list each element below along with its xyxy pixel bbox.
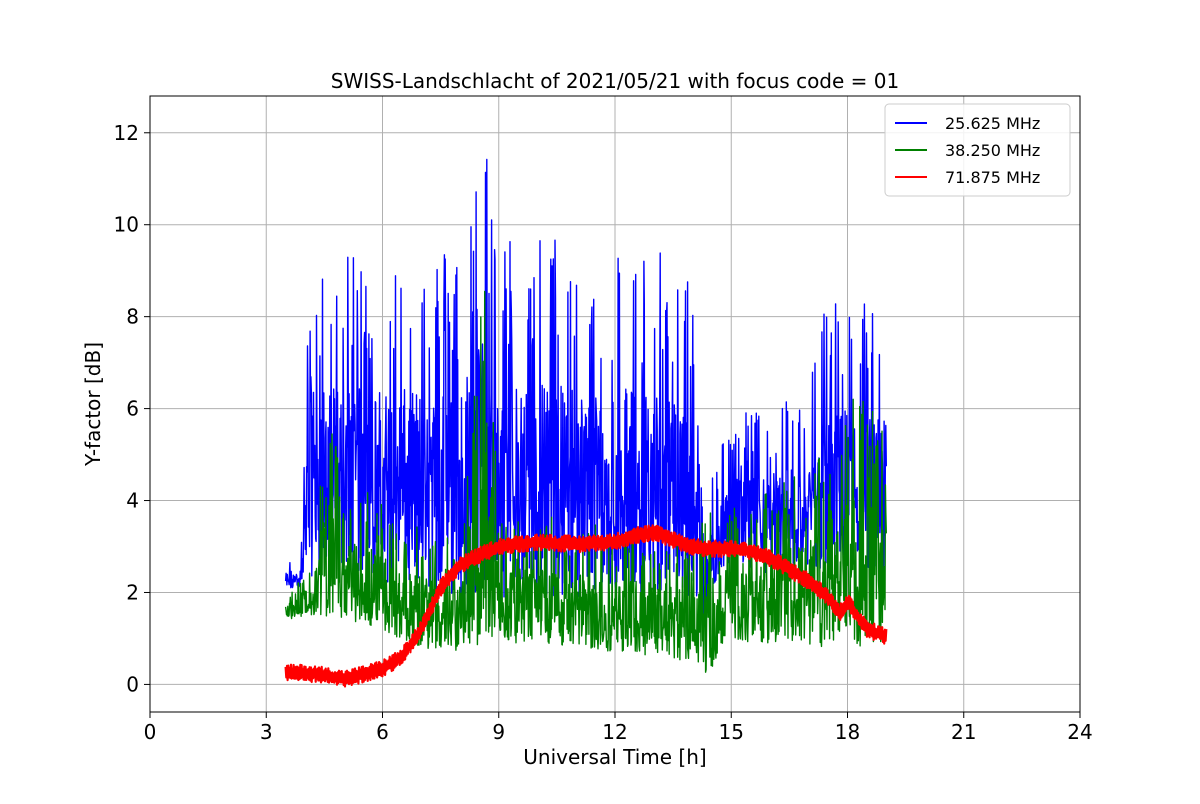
series-line (284, 158, 887, 627)
series-line (284, 290, 887, 673)
y-tick-label: 6 (126, 397, 139, 421)
x-tick-label: 18 (835, 720, 860, 744)
y-tick-label: 2 (126, 580, 139, 604)
legend-label: 25.625 MHz (945, 114, 1040, 133)
y-tick-label: 10 (114, 213, 139, 237)
chart-title: SWISS-Landschlacht of 2021/05/21 with fo… (331, 69, 899, 93)
y-tick-label: 8 (126, 305, 139, 329)
y-axis-label: Y-factor [dB] (81, 342, 105, 467)
series-0 (284, 158, 887, 627)
x-tick-label: 12 (602, 720, 627, 744)
y-tick-label: 0 (126, 672, 139, 696)
plot-area (284, 158, 888, 688)
legend-label: 71.875 MHz (945, 168, 1040, 187)
x-axis-label: Universal Time [h] (523, 745, 706, 769)
y-tick-label: 12 (114, 121, 139, 145)
series-2 (284, 524, 888, 688)
y-tick-label: 4 (126, 489, 139, 513)
x-tick-label: 21 (951, 720, 976, 744)
x-tick-label: 6 (376, 720, 389, 744)
legend-label: 38.250 MHz (945, 141, 1040, 160)
series-1 (284, 290, 887, 673)
x-tick-label: 24 (1067, 720, 1092, 744)
x-tick-label: 3 (260, 720, 273, 744)
legend: 25.625 MHz 38.250 MHz 71.875 MHz (884, 103, 1071, 197)
x-tick-label: 0 (144, 720, 157, 744)
x-tick-label: 15 (719, 720, 744, 744)
series-line (284, 524, 888, 688)
legend-box (884, 103, 1071, 197)
x-tick-label: 9 (492, 720, 505, 744)
